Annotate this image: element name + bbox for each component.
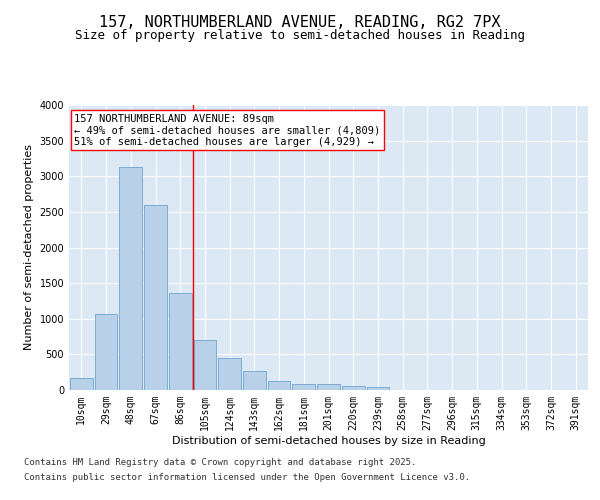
Text: 157 NORTHUMBERLAND AVENUE: 89sqm
← 49% of semi-detached houses are smaller (4,80: 157 NORTHUMBERLAND AVENUE: 89sqm ← 49% o… (74, 114, 380, 147)
Y-axis label: Number of semi-detached properties: Number of semi-detached properties (24, 144, 34, 350)
Bar (119, 167, 142, 390)
Bar (243, 372, 266, 390)
Bar (367, 387, 389, 390)
Bar (70, 378, 93, 390)
Bar (317, 384, 340, 390)
Bar (292, 384, 315, 390)
Text: Contains public sector information licensed under the Open Government Licence v3: Contains public sector information licen… (24, 473, 470, 482)
Text: Contains HM Land Registry data © Crown copyright and database right 2025.: Contains HM Land Registry data © Crown c… (24, 458, 416, 467)
Bar (144, 205, 167, 390)
Bar (342, 386, 365, 390)
X-axis label: Distribution of semi-detached houses by size in Reading: Distribution of semi-detached houses by … (172, 436, 485, 446)
Text: Size of property relative to semi-detached houses in Reading: Size of property relative to semi-detach… (75, 28, 525, 42)
Bar (194, 340, 216, 390)
Bar (218, 358, 241, 390)
Bar (268, 380, 290, 390)
Bar (169, 293, 191, 390)
Text: 157, NORTHUMBERLAND AVENUE, READING, RG2 7PX: 157, NORTHUMBERLAND AVENUE, READING, RG2… (99, 15, 501, 30)
Bar (95, 314, 118, 390)
